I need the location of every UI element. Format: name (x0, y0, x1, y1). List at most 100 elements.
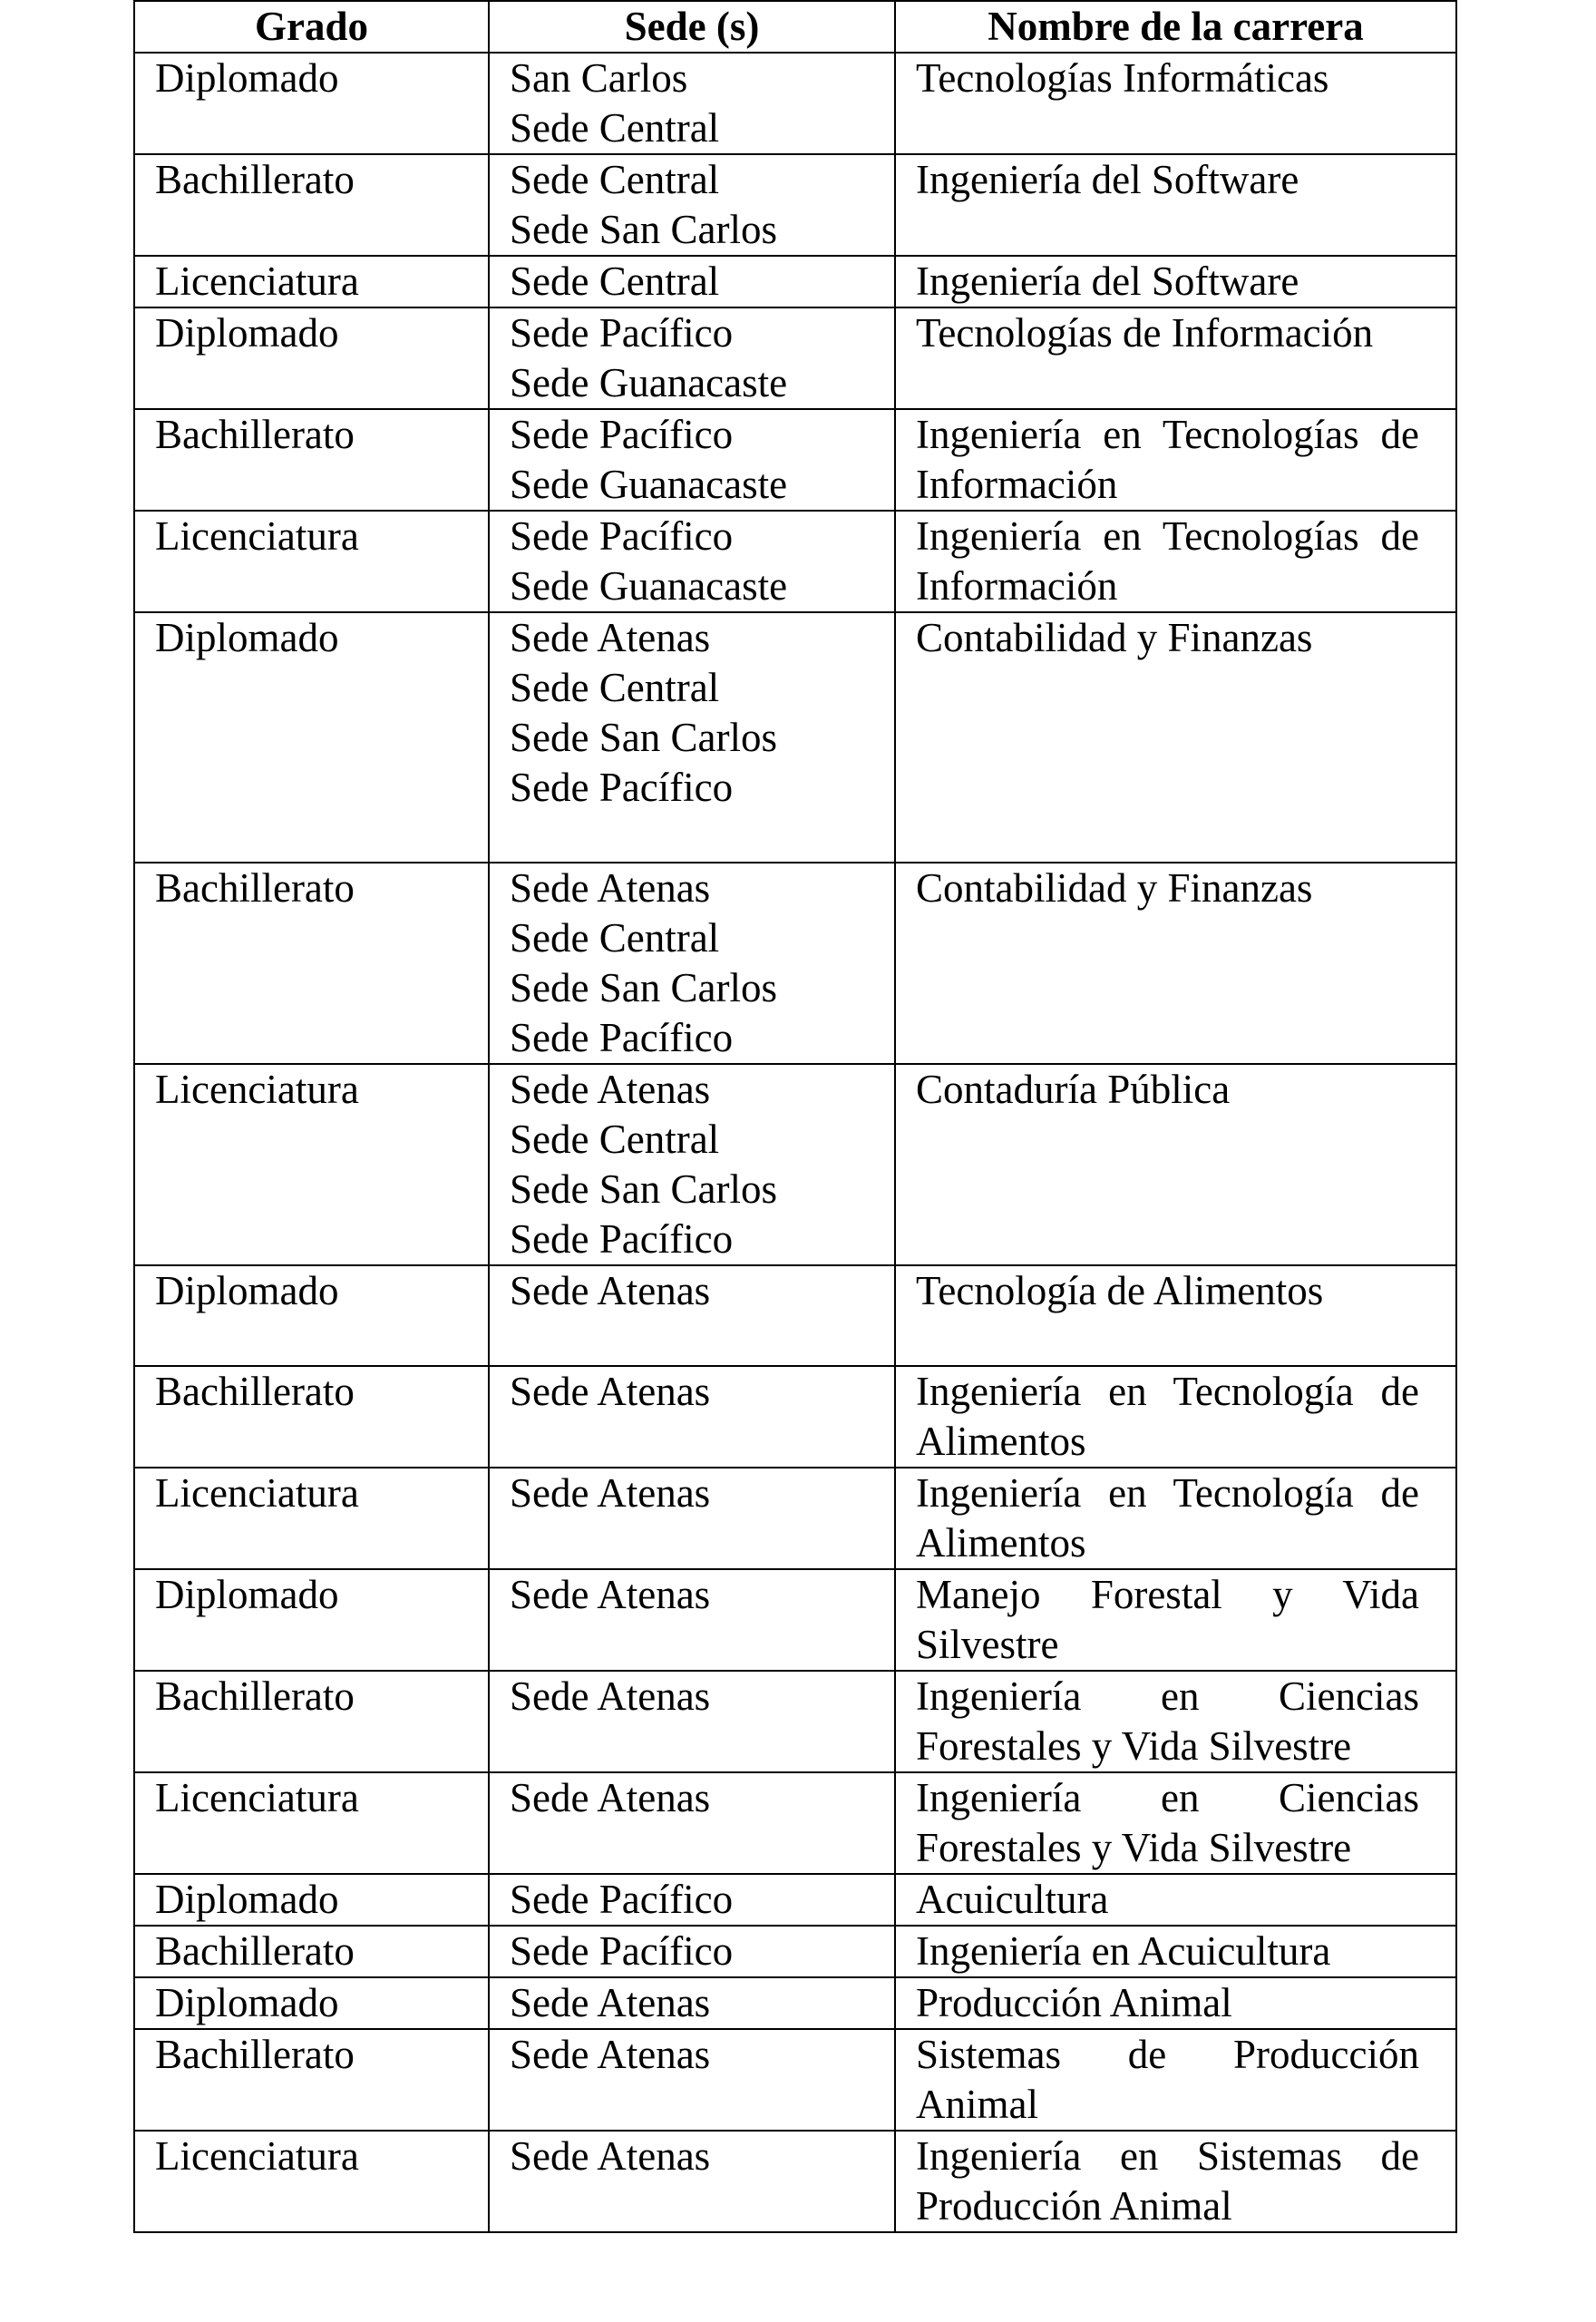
table-row: Diplomado Sede Atenas Tecnología de Alimen… (133, 1264, 1457, 1367)
sede-line: Sede Pacífico (510, 765, 734, 810)
sede-line: Sede Atenas (510, 1470, 711, 1516)
cell-sedes: Sede Atenas (488, 2028, 896, 2132)
sede-line: Sede Atenas (510, 1775, 711, 1820)
cell-sedes: Sede Atenas (488, 1467, 896, 1570)
cell-sedes: Sede Atenas Sede Central Sede San Carlos Se… (488, 611, 896, 863)
cell-grado: Licenciatura (133, 255, 490, 308)
cell-carrera: Contaduría Pública (894, 1063, 1457, 1266)
cell-carrera: Producción Animal (894, 1976, 1457, 2030)
cell-sedes: Sede Atenas (488, 1670, 896, 1773)
sede-line: Sede Central (510, 157, 720, 202)
cell-grado: Bachillerato (133, 408, 490, 512)
header-sedes: Sede (s) (488, 0, 896, 54)
table-row: Diplomado Sede Atenas Manejo Forestal y Vi… (133, 1568, 1457, 1672)
header-carrera: Nombre de la carrera (894, 0, 1457, 54)
table-row: Bachillerato Sede Pacífico Sede Guanacaste… (133, 408, 1457, 512)
cell-carrera: Contabilidad y Finanzas (894, 862, 1457, 1065)
cell-carrera: Ingeniería en Acuicultura (894, 1925, 1457, 1978)
cell-sedes: Sede Atenas Sede Central Sede San Carlos Se… (488, 1063, 896, 1266)
sede-line: Sede Atenas (510, 1572, 711, 1617)
sede-line: Sede Atenas (510, 1369, 711, 1414)
cell-sedes: Sede Central (488, 255, 896, 308)
table-row: Diplomado Sede Pacífico Sede Guanacaste Tec… (133, 307, 1457, 410)
sede-line: Sede Atenas (510, 2032, 711, 2077)
cell-carrera: Tecnologías de Información (894, 307, 1457, 410)
cell-carrera: Ingeniería del Software (894, 255, 1457, 308)
table-row: Bachillerato Sede Atenas Ingeniería en Tec… (133, 1365, 1457, 1468)
header-row: Grado Sede (s) Nombre de la carrera (133, 0, 1457, 54)
table-row: Diplomado Sede Atenas Producción Animal (133, 1976, 1457, 2030)
sede-line: Sede Pacífico (510, 1877, 734, 1922)
cell-sedes: San Carlos Sede Central (488, 52, 896, 155)
cell-sedes: Sede Pacífico Sede Guanacaste (488, 510, 896, 613)
sede-line: Sede Central (510, 915, 720, 961)
table-row: Licenciatura Sede Atenas Ingeniería en Sis… (133, 2130, 1457, 2233)
cell-carrera: Tecnologías Informáticas (894, 52, 1457, 155)
cell-carrera: Acuicultura (894, 1873, 1457, 1927)
cell-carrera: Ingeniería en Ciencias Forestales y Vida… (894, 1670, 1457, 1773)
sede-line: Sede San Carlos (510, 965, 777, 1010)
sede-line: Sede Pacífico (510, 513, 734, 559)
cell-grado: Licenciatura (133, 2130, 490, 2233)
cell-sedes: Sede Pacífico (488, 1925, 896, 1978)
cell-sedes: Sede Atenas Sede Central Sede San Carlos Se… (488, 862, 896, 1065)
careers-table: Grado Sede (s) Nombre de la carrera Dipl… (133, 0, 1457, 2233)
table-row: Diplomado Sede Pacífico Acuicultura (133, 1873, 1457, 1927)
cell-carrera: Manejo Forestal y Vida Silvestre (894, 1568, 1457, 1672)
cell-sedes: Sede Atenas (488, 2130, 896, 2233)
cell-sedes: Sede Atenas (488, 1264, 896, 1367)
table-row: Bachillerato Sede Atenas Sistemas de Produ… (133, 2028, 1457, 2132)
cell-grado: Licenciatura (133, 1063, 490, 1266)
table-row: Bachillerato Sede Central Sede San Carlos I… (133, 153, 1457, 257)
cell-grado: Diplomado (133, 1976, 490, 2030)
cell-grado: Licenciatura (133, 1467, 490, 1570)
cell-grado: Diplomado (133, 52, 490, 155)
cell-grado: Licenciatura (133, 1771, 490, 1875)
sede-line: Sede San Carlos (510, 715, 777, 760)
cell-carrera: Ingeniería del Software (894, 153, 1457, 257)
sede-line: Sede Atenas (510, 615, 711, 660)
sede-line: Sede Atenas (510, 1067, 711, 1112)
sede-line: Sede Atenas (510, 1673, 711, 1719)
sede-line: Sede Atenas (510, 2133, 711, 2179)
sede-line: Sede Guanacaste (510, 462, 788, 507)
table-row: Diplomado San Carlos Sede Central Tecnologí… (133, 52, 1457, 155)
sede-line: Sede San Carlos (510, 207, 777, 252)
cell-grado: Bachillerato (133, 2028, 490, 2132)
sede-line: Sede Guanacaste (510, 360, 788, 405)
sede-line: Sede Pacífico (510, 1928, 734, 1974)
sede-line: Sede Central (510, 665, 720, 710)
cell-grado: Diplomado (133, 307, 490, 410)
sede-line: Sede Pacífico (510, 310, 734, 356)
cell-carrera: Ingeniería en Tecnología de Alimentos (894, 1365, 1457, 1468)
table-row: Licenciatura Sede Atenas Ingeniería en Cie… (133, 1771, 1457, 1875)
sede-line: San Carlos (510, 55, 688, 101)
sede-line: Sede Atenas (510, 865, 711, 911)
table-row: Licenciatura Sede Atenas Sede Central Sede … (133, 1063, 1457, 1266)
sede-line: Sede Central (510, 259, 720, 304)
cell-sedes: Sede Central Sede San Carlos (488, 153, 896, 257)
cell-grado: Diplomado (133, 611, 490, 863)
table-row: Bachillerato Sede Pacífico Ingeniería en A… (133, 1925, 1457, 1978)
sede-line: Sede Guanacaste (510, 563, 788, 609)
cell-carrera: Ingeniería en Ciencias Forestales y Vida… (894, 1771, 1457, 1875)
cell-sedes: Sede Atenas (488, 1976, 896, 2030)
table-row: Licenciatura Sede Central Ingeniería del S… (133, 255, 1457, 308)
sede-line: Sede Pacífico (510, 1015, 734, 1060)
sede-line: Sede Atenas (510, 1268, 711, 1313)
table-row: Diplomado Sede Atenas Sede Central Sede San… (133, 611, 1457, 863)
cell-grado: Diplomado (133, 1264, 490, 1367)
table-row: Licenciatura Sede Pacífico Sede Guanacaste… (133, 510, 1457, 613)
cell-carrera: Sistemas de Producción Animal (894, 2028, 1457, 2132)
cell-grado: Bachillerato (133, 1670, 490, 1773)
cell-carrera: Ingeniería en Sistemas de Producción Ani… (894, 2130, 1457, 2233)
header-grado: Grado (133, 0, 490, 54)
cell-sedes: Sede Atenas (488, 1568, 896, 1672)
cell-grado: Bachillerato (133, 1925, 490, 1978)
sede-line: Sede San Carlos (510, 1166, 777, 1212)
cell-carrera: Ingeniería en Tecnologías de Información (894, 408, 1457, 512)
sede-line: Sede Atenas (510, 1980, 711, 2025)
cell-carrera: Contabilidad y Finanzas (894, 611, 1457, 863)
cell-grado: Bachillerato (133, 153, 490, 257)
sede-line: Sede Pacífico (510, 412, 734, 457)
